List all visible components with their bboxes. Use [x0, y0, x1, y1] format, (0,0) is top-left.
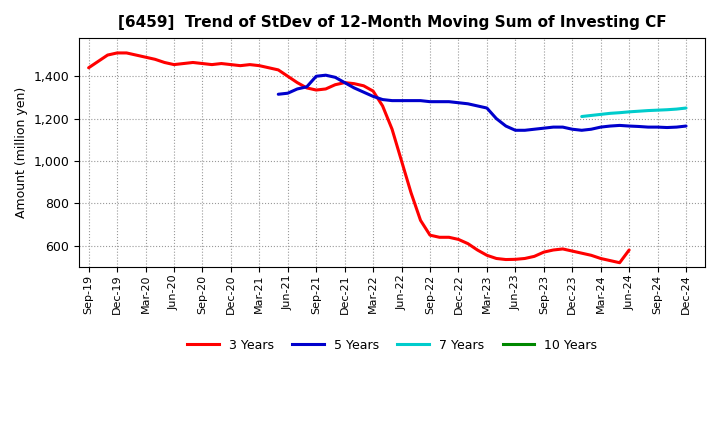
5 Years: [293, 86, 302, 92]
5 Years: [473, 103, 482, 109]
3 Years: [616, 260, 624, 265]
5 Years: [502, 123, 510, 128]
3 Years: [596, 256, 605, 261]
5 Years: [625, 123, 634, 128]
5 Years: [464, 101, 472, 106]
7 Years: [606, 111, 614, 116]
5 Years: [454, 100, 463, 105]
5 Years: [511, 128, 520, 133]
5 Years: [321, 73, 330, 78]
Line: 7 Years: 7 Years: [582, 108, 686, 117]
5 Years: [492, 116, 500, 121]
5 Years: [369, 94, 377, 99]
7 Years: [625, 109, 634, 114]
5 Years: [302, 84, 311, 89]
5 Years: [482, 106, 491, 111]
Line: 3 Years: 3 Years: [89, 53, 629, 263]
5 Years: [378, 97, 387, 102]
5 Years: [435, 99, 444, 104]
5 Years: [634, 124, 643, 129]
5 Years: [662, 125, 671, 130]
5 Years: [653, 125, 662, 130]
5 Years: [312, 73, 320, 79]
5 Years: [407, 98, 415, 103]
5 Years: [672, 125, 681, 130]
5 Years: [559, 125, 567, 130]
7 Years: [672, 106, 681, 112]
5 Years: [445, 99, 454, 104]
5 Years: [596, 125, 605, 130]
Line: 5 Years: 5 Years: [279, 75, 686, 130]
3 Years: [454, 237, 463, 242]
7 Years: [682, 106, 690, 111]
5 Years: [284, 91, 292, 96]
5 Years: [416, 98, 425, 103]
Legend: 3 Years, 5 Years, 7 Years, 10 Years: 3 Years, 5 Years, 7 Years, 10 Years: [182, 334, 602, 357]
5 Years: [549, 125, 557, 130]
3 Years: [217, 61, 225, 66]
7 Years: [634, 109, 643, 114]
7 Years: [653, 107, 662, 113]
7 Years: [662, 107, 671, 112]
5 Years: [616, 123, 624, 128]
7 Years: [587, 113, 595, 118]
5 Years: [644, 125, 652, 130]
5 Years: [587, 127, 595, 132]
5 Years: [426, 99, 434, 104]
7 Years: [616, 110, 624, 115]
Y-axis label: Amount (million yen): Amount (million yen): [15, 87, 28, 218]
5 Years: [530, 127, 539, 132]
3 Years: [227, 62, 235, 67]
3 Years: [625, 247, 634, 253]
3 Years: [492, 256, 500, 261]
5 Years: [274, 92, 283, 97]
5 Years: [577, 128, 586, 133]
7 Years: [644, 108, 652, 113]
5 Years: [359, 89, 368, 95]
7 Years: [596, 112, 605, 117]
5 Years: [606, 123, 614, 128]
5 Years: [341, 80, 349, 85]
Title: [6459]  Trend of StDev of 12-Month Moving Sum of Investing CF: [6459] Trend of StDev of 12-Month Moving…: [118, 15, 667, 30]
5 Years: [331, 75, 340, 80]
5 Years: [568, 127, 577, 132]
7 Years: [577, 114, 586, 119]
3 Years: [549, 247, 557, 253]
5 Years: [350, 85, 359, 91]
5 Years: [388, 98, 397, 103]
5 Years: [521, 128, 529, 133]
5 Years: [397, 98, 406, 103]
5 Years: [682, 123, 690, 128]
3 Years: [84, 65, 93, 70]
5 Years: [539, 125, 548, 131]
3 Years: [113, 50, 122, 55]
